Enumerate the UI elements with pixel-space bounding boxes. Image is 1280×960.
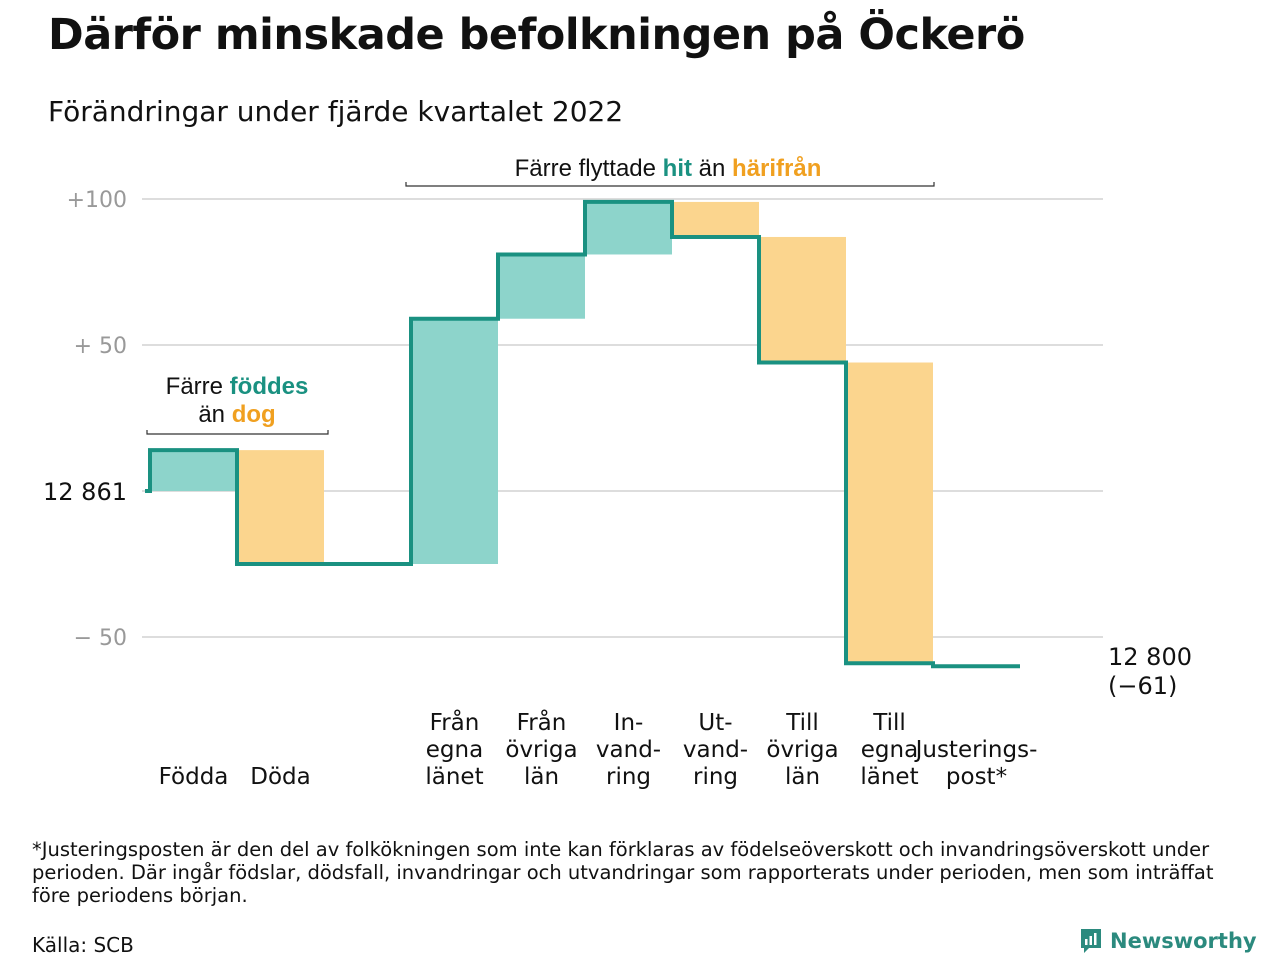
x-category-label: Ut- xyxy=(698,710,732,736)
bar xyxy=(498,254,585,319)
annotation-text-part: Färre xyxy=(166,373,230,400)
annotation-text-part: Färre flyttade xyxy=(515,155,663,182)
end-value-label: 12 800 xyxy=(1108,643,1192,671)
bar xyxy=(150,450,237,491)
x-category-label: övriga xyxy=(505,737,577,763)
chart-subtitle: Förändringar under fjärde kvartalet 2022 xyxy=(48,95,624,128)
annotation-text-part: dog xyxy=(232,401,276,428)
y-tick-label: + 50 xyxy=(74,334,127,359)
annotation-births-deaths-line2: än dog xyxy=(198,401,275,428)
brand-name: Newsworthy xyxy=(1110,929,1257,953)
x-category-label: län xyxy=(524,764,559,790)
x-category-label: ring xyxy=(693,764,738,790)
bar xyxy=(672,201,759,237)
annotation-text-part: hit xyxy=(663,155,692,182)
x-category-label: länet xyxy=(425,764,483,790)
step-line xyxy=(145,199,1020,669)
bar xyxy=(759,236,846,363)
footnote: *Justeringsposten är den del av folkökni… xyxy=(32,838,1214,907)
x-category-label: övriga xyxy=(766,737,838,763)
annotation-migration: Färre flyttade hit än härifrån xyxy=(515,155,822,182)
newsworthy-logo-icon xyxy=(1081,929,1101,953)
source-text: Källa: SCB xyxy=(32,933,134,957)
brand-logo: Newsworthy xyxy=(1080,928,1257,954)
bar xyxy=(411,318,498,564)
x-category-label: Döda xyxy=(250,764,310,790)
chart-title: Därför minskade befolkningen på Öckerö xyxy=(48,10,1025,60)
bar xyxy=(237,450,324,564)
bar xyxy=(846,362,933,664)
x-category-label: län xyxy=(785,764,820,790)
x-category-label: länet xyxy=(860,764,918,790)
x-category-label: Födda xyxy=(159,764,229,790)
annotation-bracket xyxy=(146,430,329,435)
annotation-bracket xyxy=(405,182,935,187)
start-value-label: 12 861 xyxy=(43,478,127,506)
x-category-label: post* xyxy=(946,764,1007,790)
x-category-label: ring xyxy=(606,764,651,790)
x-category-label: vand- xyxy=(596,737,661,763)
x-category-label: egna xyxy=(861,737,918,763)
end-change-label: (−61) xyxy=(1108,672,1177,700)
y-tick-label: +100 xyxy=(67,188,127,213)
x-category-label: vand- xyxy=(683,737,748,763)
x-category-label: Justerings- xyxy=(914,737,1038,763)
annotation-births-deaths: Färre föddes xyxy=(166,373,309,400)
annotation-text-part: föddes xyxy=(230,373,309,400)
x-category-label: egna xyxy=(426,737,483,763)
annotation-text-part: än xyxy=(198,401,231,428)
y-tick-label: − 50 xyxy=(74,626,127,651)
annotation-text-part: än xyxy=(692,155,732,182)
x-category-label: Till xyxy=(872,710,906,736)
x-category-label: Från xyxy=(517,708,567,736)
x-category-label: Från xyxy=(430,708,480,736)
bar xyxy=(585,201,672,255)
x-category-label: In- xyxy=(614,710,644,736)
annotation-text-part: härifrån xyxy=(732,155,821,182)
x-category-label: Till xyxy=(785,710,819,736)
